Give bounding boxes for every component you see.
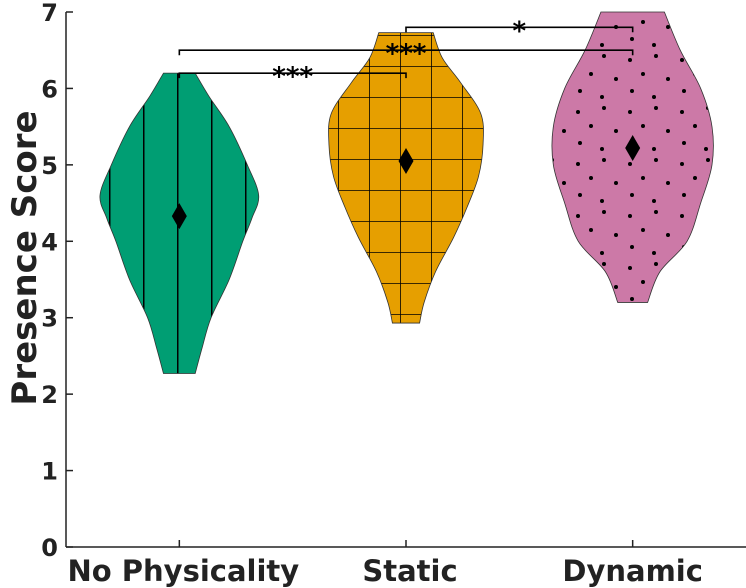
y-tick-label: 4: [41, 228, 58, 256]
significance-bracket: [405, 26, 634, 33]
y-tick-label: 5: [41, 152, 58, 180]
significance-bracket: [178, 72, 407, 79]
violins: [99, 11, 714, 374]
significance-bracket: [178, 49, 634, 56]
y-tick-label: 6: [41, 75, 58, 103]
y-axis-label: Presence Score: [5, 110, 45, 405]
axes: 0 1 2 3 4 5 6 7 No Physicality Static Dynamic: [41, 0, 746, 588]
mean-marker-no-physicality: [171, 203, 187, 230]
violin-static: [328, 32, 484, 324]
significance-label: *: [513, 16, 527, 46]
mean-marker-static: [398, 148, 414, 175]
significance-label: ***: [386, 39, 427, 69]
y-tick-label: 2: [41, 381, 58, 409]
x-tick-label: Dynamic: [562, 554, 703, 588]
significance-brackets: *******: [178, 16, 634, 92]
significance-label: ***: [272, 62, 313, 92]
y-tick-label: 1: [41, 458, 58, 486]
mean-marker-dynamic: [625, 135, 641, 162]
x-tick-label: No Physicality: [67, 554, 299, 588]
y-tick-label: 7: [41, 0, 58, 27]
x-tick-label: Static: [362, 554, 457, 588]
y-tick-label: 3: [41, 305, 58, 333]
y-tick-label: 0: [41, 534, 58, 562]
